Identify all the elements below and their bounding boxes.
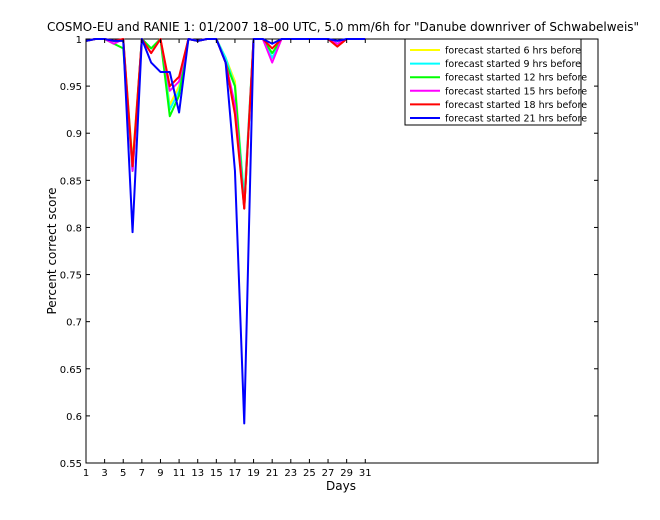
x-tick-label: 23 [284,468,297,479]
x-tick-label: 1 [83,468,89,479]
x-tick-label: 5 [120,468,126,479]
x-tick-label: 31 [359,468,372,479]
y-tick-label: 0.95 [60,82,82,93]
y-tick-label: 0.65 [60,365,82,376]
y-tick-label: 0.8 [66,223,82,234]
x-tick-label: 19 [247,468,260,479]
legend-label-2: forecast started 9 hrs before [445,59,581,70]
legend-label-4: forecast started 15 hrs before [445,86,587,97]
legend-label-5: forecast started 18 hrs before [445,100,587,111]
legend-label-1: forecast started 6 hrs before [445,46,581,57]
legend-label-3: forecast started 12 hrs before [445,73,587,84]
legend-label-6: forecast started 21 hrs before [445,114,587,125]
x-tick-label: 15 [210,468,223,479]
x-axis-ticks: 1 3 5 7 9 11 13 15 17 19 21 23 25 27 29 31 [83,39,372,479]
y-tick-label: 0.9 [66,129,82,140]
series-lines [85,38,366,425]
y-tick-label: 1 [76,35,82,46]
x-tick-label: 25 [303,468,316,479]
x-tick-label: 29 [340,468,353,479]
legend: forecast started 6 hrs before forecast st… [404,38,587,126]
y-tick-label: 0.6 [66,412,82,423]
y-tick-label: 0.7 [66,318,82,329]
chart-title: COSMO-EU and RANIE 1: 01/2007 18–00 UTC,… [47,20,639,34]
y-axis-label: Percent correct score [45,187,59,314]
x-tick-label: 7 [139,468,145,479]
legend-box [404,38,582,126]
series-line-6 [85,38,366,425]
y-axis-ticks: 0.55 0.6 0.65 0.7 0.75 0.8 0.85 0.9 0.95 1 [60,35,598,470]
x-tick-label: 21 [266,468,279,479]
x-tick-label: 27 [322,468,335,479]
x-tick-label: 3 [101,468,107,479]
y-tick-label: 0.85 [60,176,82,187]
x-axis-label: Days [326,479,356,493]
x-tick-label: 11 [173,468,186,479]
x-tick-label: 9 [157,468,163,479]
y-tick-label: 0.75 [60,271,82,282]
x-tick-label: 13 [191,468,204,479]
x-tick-label: 17 [229,468,242,479]
y-tick-label: 0.55 [60,459,82,470]
